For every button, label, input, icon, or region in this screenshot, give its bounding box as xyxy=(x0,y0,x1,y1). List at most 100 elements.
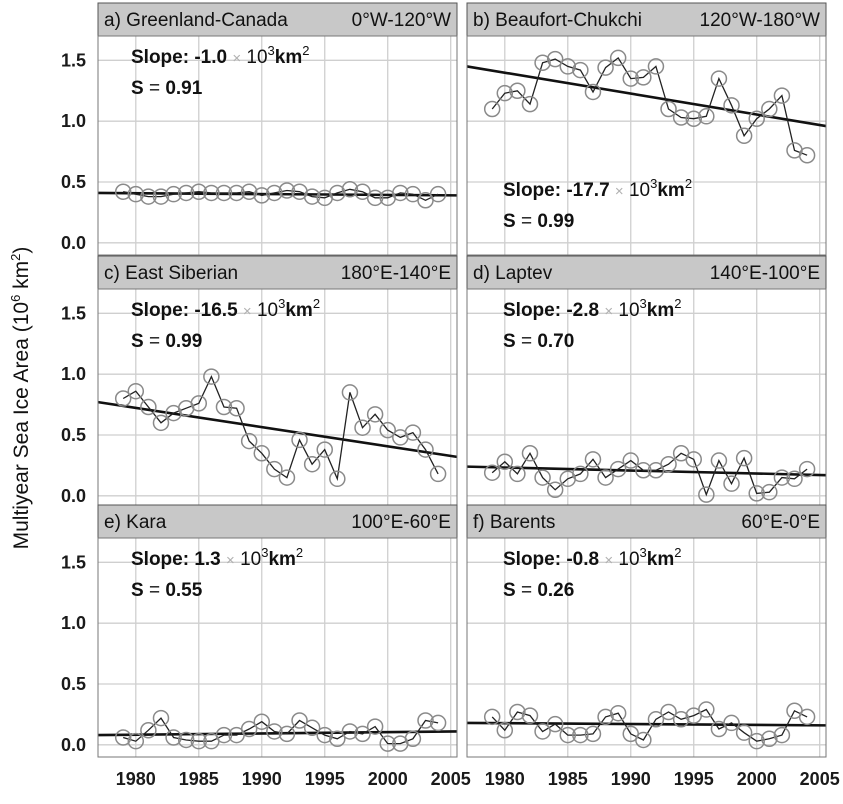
data-point-1994 xyxy=(303,719,321,737)
data-point-2003 xyxy=(417,441,434,458)
trend-line xyxy=(466,721,827,727)
data-point-1995 xyxy=(316,726,333,744)
series-line xyxy=(123,717,439,745)
s-annotation: S = 0.55 xyxy=(131,580,203,601)
data-point-2003 xyxy=(417,712,434,729)
series-line xyxy=(491,708,808,742)
data-point-1987 xyxy=(584,83,602,101)
data-point-1988 xyxy=(597,469,614,486)
s-annotation: S = 0.26 xyxy=(503,580,574,601)
data-point-2004 xyxy=(429,185,447,203)
s-label: S xyxy=(131,580,149,601)
slope-unit-exp: 3 xyxy=(650,176,657,191)
panel-region: 140°E-100°E xyxy=(710,263,820,284)
data-point-1979 xyxy=(114,729,132,746)
data-point-1997 xyxy=(710,452,728,469)
y-tick-label-1.0: 1.0 xyxy=(61,364,86,384)
data-point-1981 xyxy=(509,82,526,99)
slope-value: Slope: 1.3 xyxy=(131,549,226,570)
data-point-1990 xyxy=(253,713,271,730)
s-annotation: S = 0.70 xyxy=(503,331,574,352)
data-point-2002 xyxy=(404,424,422,441)
slope-annotation: Slope: -2.8 × 103km2 xyxy=(503,296,681,321)
s-label: S xyxy=(131,331,149,352)
s-annotation: S = 0.99 xyxy=(503,211,574,232)
data-point-1992 xyxy=(647,58,665,75)
panel-3: c) East Siberian 180°E-140°E 0.0 0.5 1.0 1.5 S… xyxy=(61,255,458,509)
data-point-1980 xyxy=(496,721,514,739)
s-eq: = xyxy=(521,580,532,601)
data-point-2000 xyxy=(379,735,396,752)
panel-title: a) Greenland-Canada xyxy=(104,10,288,31)
data-point-2003 xyxy=(786,470,803,488)
data-point-1981 xyxy=(140,721,157,739)
data-point-1995 xyxy=(685,451,702,468)
plot-area xyxy=(467,36,826,255)
s-value: 0.99 xyxy=(160,331,202,352)
s-label: S xyxy=(503,331,521,352)
times-sign: × xyxy=(232,50,241,67)
data-point-1982 xyxy=(152,414,170,432)
data-point-2000 xyxy=(748,732,765,750)
data-point-1989 xyxy=(240,720,258,738)
slope-unit-km: km xyxy=(268,549,295,570)
panel-2: b) Beaufort-Chukchi 120°W-180°W Slope: -17… xyxy=(466,2,827,256)
data-point-1992 xyxy=(278,469,296,486)
s-eq: = xyxy=(149,580,160,601)
panel-region: 60°E-0°E xyxy=(741,512,820,533)
times-sign: × xyxy=(226,552,235,569)
data-point-1980 xyxy=(496,453,514,471)
data-point-1989 xyxy=(240,432,258,450)
data-point-1990 xyxy=(253,445,271,462)
data-point-1999 xyxy=(735,127,753,145)
data-point-1982 xyxy=(521,95,539,113)
data-point-1983 xyxy=(534,54,551,72)
panel-region: 120°W-180°W xyxy=(700,10,821,31)
data-point-1994 xyxy=(303,188,321,205)
data-point-1983 xyxy=(165,729,182,746)
data-point-1992 xyxy=(278,182,296,199)
slope-unit-km-exp: 2 xyxy=(674,296,681,311)
data-point-1996 xyxy=(698,108,715,125)
series-line xyxy=(491,56,808,156)
slope-unit-km: km xyxy=(275,47,302,68)
data-point-1995 xyxy=(685,110,702,127)
slope-unit-base: 10 xyxy=(624,180,650,201)
data-point-1990 xyxy=(622,70,640,87)
data-point-1990 xyxy=(253,187,271,204)
times-sign: × xyxy=(604,303,613,320)
slope-unit-base: 10 xyxy=(613,300,639,321)
data-point-1991 xyxy=(635,462,652,479)
data-point-1984 xyxy=(177,184,195,202)
y-tick-label-0.0: 0.0 xyxy=(61,486,86,506)
data-point-1991 xyxy=(635,69,652,86)
data-point-2000 xyxy=(748,110,765,127)
data-point-1993 xyxy=(660,455,677,473)
slope-unit-base: 10 xyxy=(235,549,261,570)
data-point-1996 xyxy=(698,701,715,718)
y-tick-label-0.5: 0.5 xyxy=(61,674,86,694)
y-axis-label-sup: 6 xyxy=(8,295,23,302)
panel-title: e) Kara xyxy=(104,512,167,533)
data-point-1983 xyxy=(534,469,551,486)
data-point-1986 xyxy=(203,368,220,385)
data-point-1999 xyxy=(366,406,384,423)
data-point-1996 xyxy=(329,184,346,202)
panel-header xyxy=(97,255,458,290)
data-point-1989 xyxy=(609,49,627,67)
panel-region: 100°E-60°E xyxy=(351,512,451,533)
data-point-1985 xyxy=(559,726,577,744)
data-point-1993 xyxy=(660,100,677,118)
data-point-2002 xyxy=(773,726,791,744)
x-tick-label-2005: 2005 xyxy=(800,769,840,789)
data-point-1981 xyxy=(140,398,157,416)
data-point-1988 xyxy=(597,708,614,726)
data-point-1991 xyxy=(266,184,283,202)
panel-header xyxy=(97,504,458,539)
data-point-1993 xyxy=(291,431,308,449)
data-point-1985 xyxy=(190,183,208,200)
y-axis-label: Multiyear Sea Ice Area (106 km2) xyxy=(8,247,33,550)
plot-frame xyxy=(466,537,827,758)
data-point-1998 xyxy=(723,97,740,114)
